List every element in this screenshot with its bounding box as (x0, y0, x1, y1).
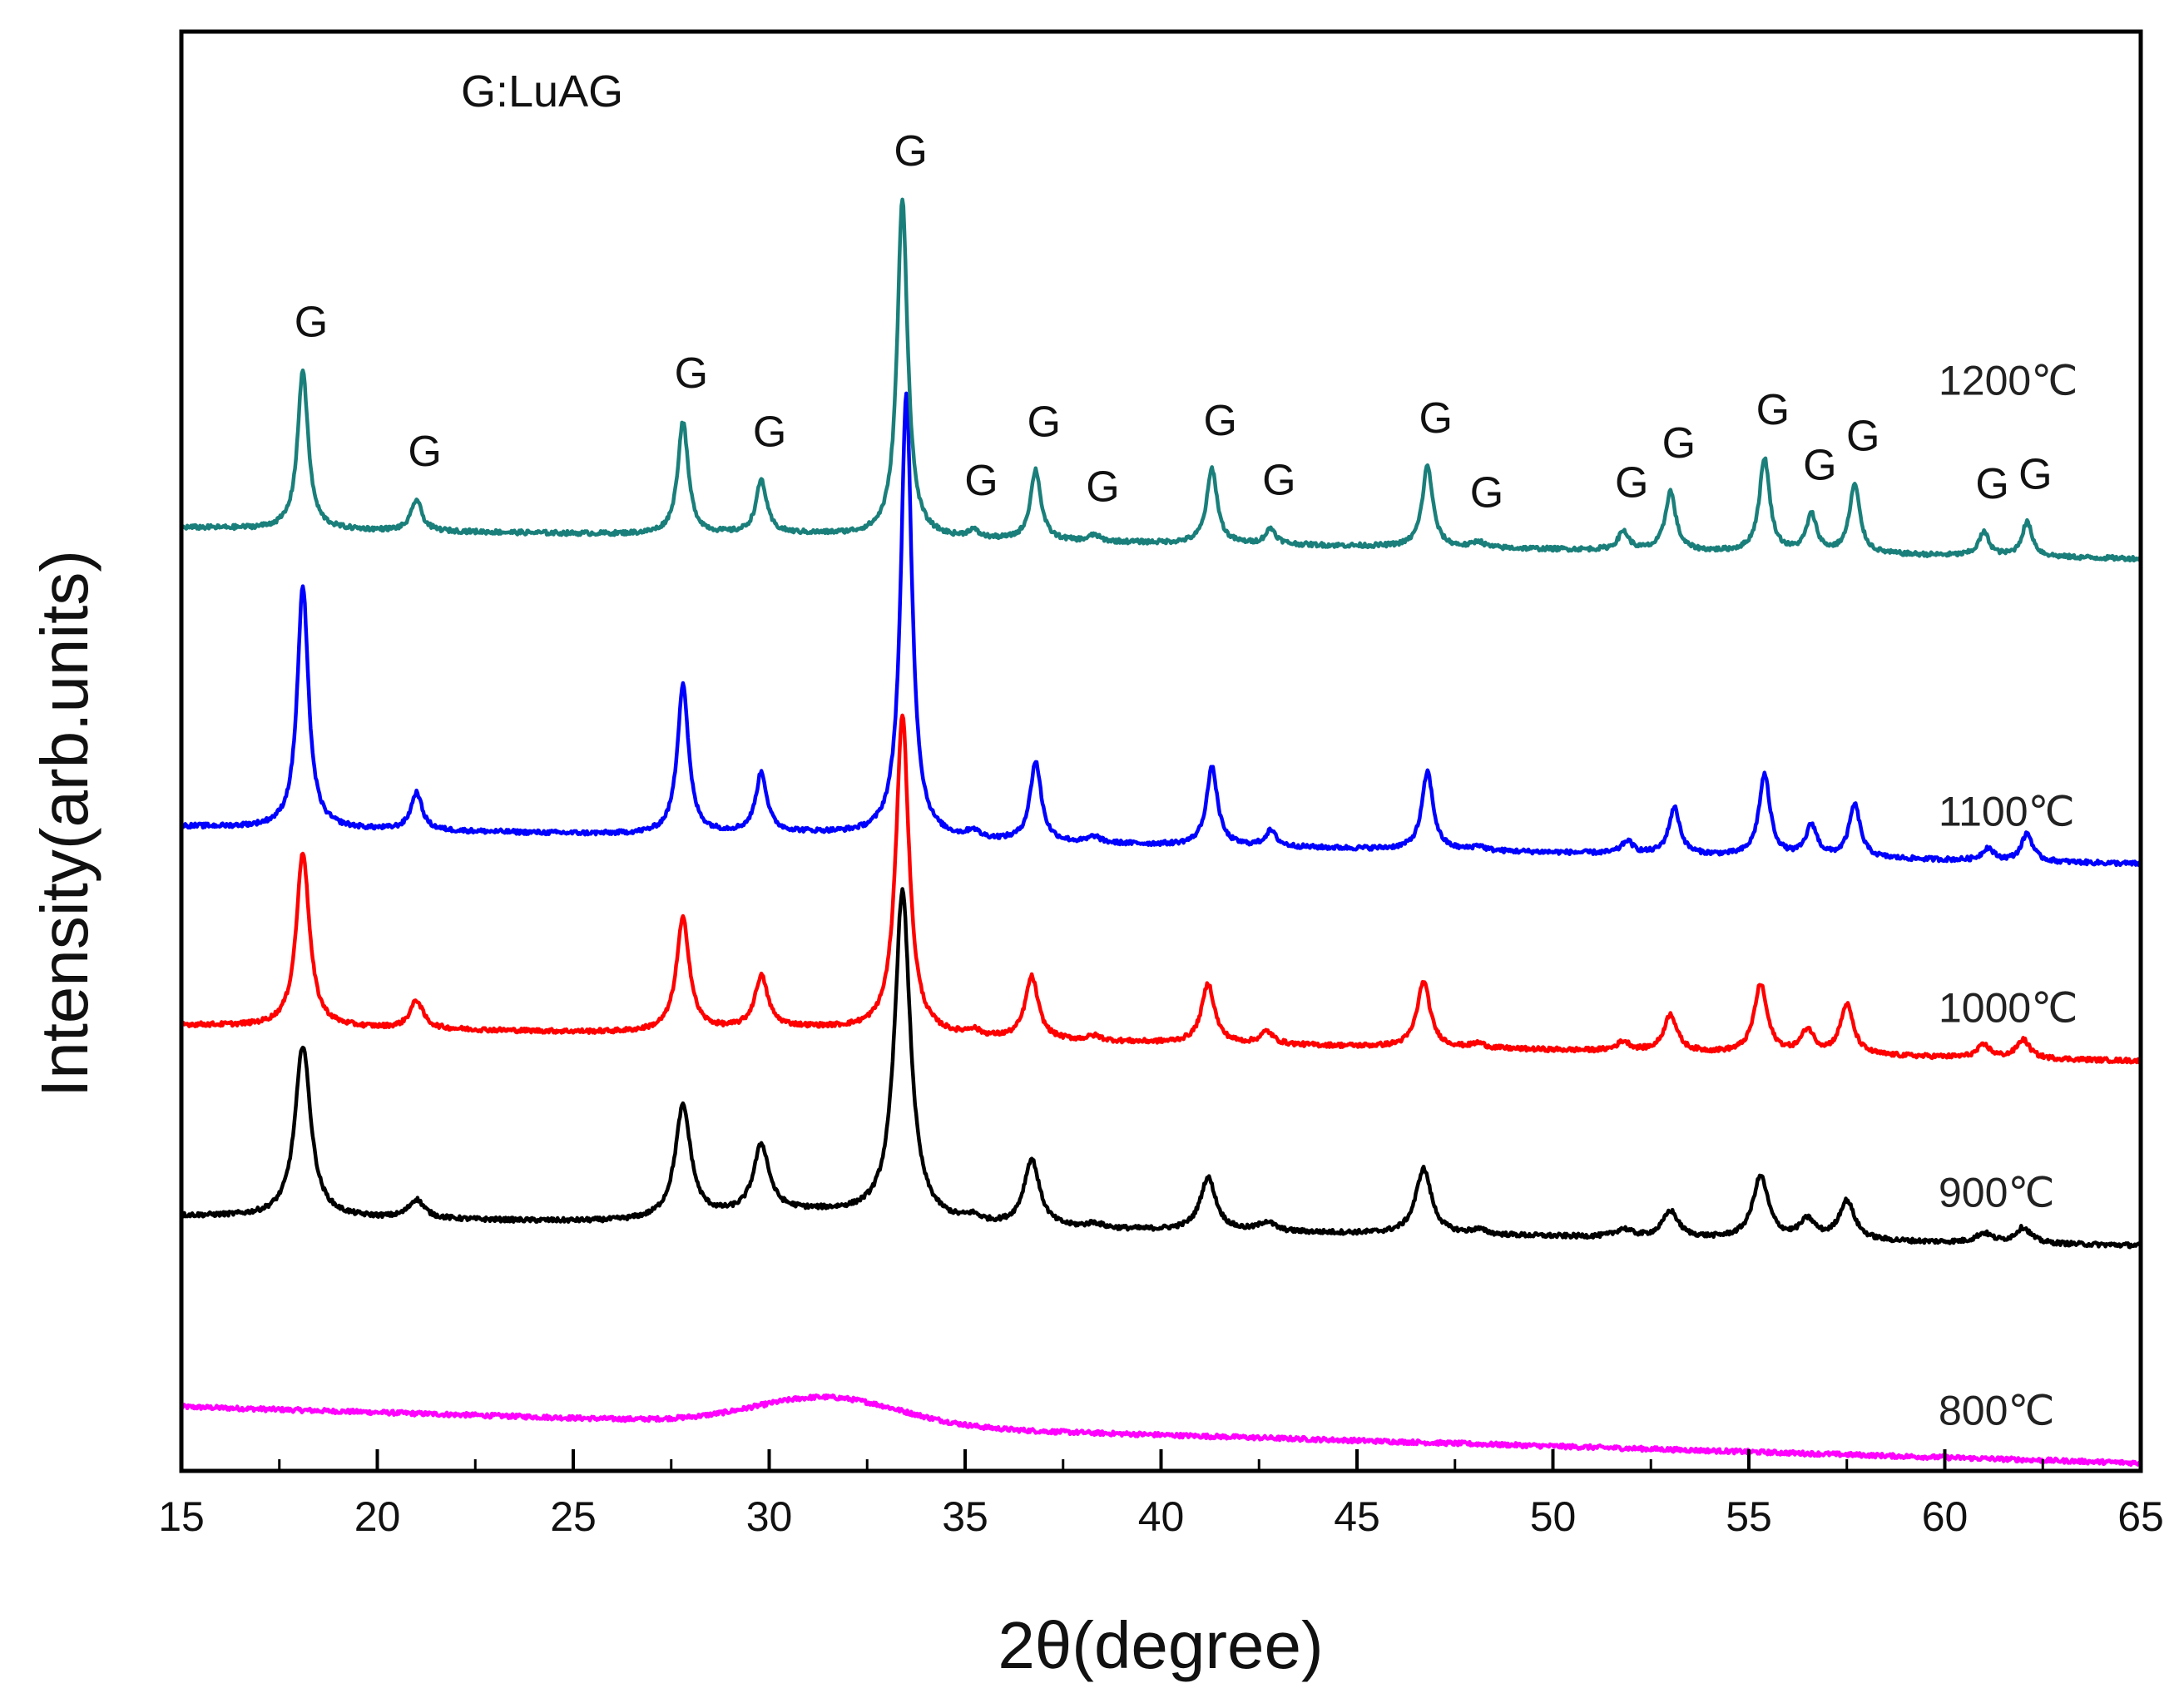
series-line-0 (180, 1393, 2142, 1468)
peak-label-g: G (1419, 394, 1453, 443)
series-line-2 (179, 713, 2143, 1065)
x-tick-label: 25 (550, 1493, 597, 1540)
peak-label-g: G (1846, 413, 1879, 461)
series-layer (179, 197, 2143, 1468)
series-label: 800℃ (1939, 1388, 2055, 1434)
peak-label-g: G (1803, 441, 1836, 489)
series-line-1 (180, 887, 2142, 1250)
peak-label-g: G (1662, 419, 1696, 468)
peak-label-g: G (1086, 463, 1119, 511)
x-tick-label: 30 (746, 1493, 793, 1540)
y-axis-label: Intensity(arb.units) (27, 550, 102, 1097)
peak-label-g: G (1756, 386, 1790, 434)
series-label-layer: 800℃ 900℃ 1000℃ 1100℃ 1200℃ (1939, 358, 2078, 1434)
x-axis-ticks: 15 20 25 30 35 40 45 50 55 60 65 (158, 1449, 2164, 1540)
x-tick-label: 15 (158, 1493, 205, 1540)
x-tick-label: 45 (1334, 1493, 1380, 1540)
peak-label-g: G (295, 298, 328, 346)
series-label: 900℃ (1939, 1170, 2055, 1216)
series-label: 1100℃ (1939, 788, 2075, 834)
x-tick-label: 55 (1726, 1493, 1772, 1540)
peak-label-g: G (408, 428, 441, 476)
x-tick-label: 20 (354, 1493, 401, 1540)
peak-label-g: G (1262, 457, 1295, 505)
series-label: 1200℃ (1939, 358, 2078, 404)
x-tick-label: 50 (1530, 1493, 1577, 1540)
peak-label-g: G (753, 408, 786, 456)
x-tick-label: 40 (1138, 1493, 1185, 1540)
x-tick-label: 60 (1922, 1493, 1969, 1540)
peak-label-g: G (1470, 469, 1503, 517)
series-label: 1000℃ (1939, 984, 2078, 1031)
series-line-4 (180, 197, 2142, 563)
peak-label-g: G (964, 457, 998, 505)
legend-title: G:LuAG (461, 67, 623, 116)
x-tick-label: 35 (942, 1493, 988, 1540)
plot-frame (179, 29, 2143, 1473)
x-tick-label: 65 (2117, 1493, 2164, 1540)
peak-label-g: G (1615, 458, 1648, 507)
peak-label-g: G (2018, 450, 2052, 498)
series-line-3 (179, 391, 2142, 868)
peak-label-g: G (1975, 460, 2008, 508)
peak-label-g: G (675, 349, 708, 398)
x-axis-label: 2θ(degree) (998, 1608, 1323, 1682)
peak-label-g: G (1028, 398, 1061, 446)
peak-label-g: G (894, 127, 927, 176)
peak-label-g: G (1204, 397, 1237, 445)
